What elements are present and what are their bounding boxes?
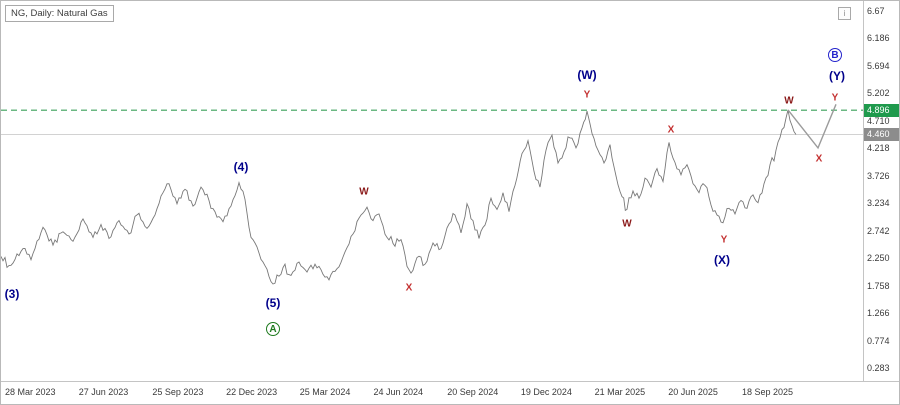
projection-line[interactable]	[787, 104, 837, 150]
price-line	[1, 109, 797, 285]
wave-label-y[interactable]: Y	[720, 234, 728, 246]
time-axis-tick: 28 Mar 2023	[5, 387, 56, 397]
wave-label-y[interactable]: (Y)	[829, 69, 845, 84]
time-axis-tick: 22 Dec 2023	[226, 387, 278, 397]
price-axis-tick: 2.742	[867, 225, 890, 236]
wave-label-y[interactable]: Y	[583, 89, 591, 101]
wave-label-x[interactable]: X	[815, 153, 823, 165]
time-axis-tick: 20 Jun 2025	[668, 387, 718, 397]
time-axis-tick: 25 Mar 2024	[299, 387, 351, 397]
time-axis-tick: 20 Sep 2024	[447, 387, 499, 397]
price-axis-tick: 3.234	[867, 198, 890, 209]
price-axis-tick: 1.758	[867, 280, 890, 291]
price-axis-tick: 2.250	[867, 253, 890, 264]
wave-label-w[interactable]: (W)	[577, 68, 597, 83]
price-axis-tick: 4.218	[867, 143, 890, 154]
wave-label-y[interactable]: Y	[831, 92, 839, 104]
chart-plot-area[interactable]: NG, Daily: Natural Gas i (3) (4) (5) A W X (W)…	[1, 1, 863, 381]
time-axis-tick: 25 Sep 2023	[152, 387, 204, 397]
wave-label-4[interactable]: (4)	[233, 159, 249, 174]
price-axis-tick: 4.710	[867, 115, 890, 126]
wave-label-a[interactable]: A	[266, 322, 280, 336]
wave-label-w[interactable]: W	[622, 218, 632, 230]
price-axis-tick: 6.186	[867, 33, 890, 44]
time-axis[interactable]: 28 Mar 2023 27 Jun 2023 25 Sep 2023 22 Dec …	[1, 381, 899, 404]
price-axis-tick: 5.202	[867, 88, 890, 99]
price-axis-tick: 5.694	[867, 60, 890, 71]
time-axis-tick: 21 Mar 2025	[594, 387, 646, 397]
wave-label-b[interactable]: B	[828, 48, 842, 63]
time-axis-tick: 27 Jun 2023	[78, 387, 129, 397]
wave-label-x[interactable]: X	[667, 124, 675, 136]
level-price-tag: 4.896	[864, 103, 899, 117]
price-axis-tick: 0.283	[867, 363, 890, 373]
current-price-tag: 4.460	[864, 128, 899, 141]
price-axis[interactable]: 6.67 6.186 5.694 5.202 4.710 4.218 3.726 3.234 2…	[863, 1, 899, 381]
price-axis-tick: 6.67	[867, 6, 885, 16]
price-axis-tick: 3.726	[867, 170, 890, 181]
price-axis-tick: 1.266	[867, 308, 890, 319]
wave-label-3[interactable]: (3)	[4, 287, 20, 302]
price-chart-canvas	[1, 104, 863, 285]
wave-label-x[interactable]: X	[405, 282, 413, 294]
wave-label-w[interactable]: W	[359, 186, 369, 197]
symbol-label: NG, Daily: Natural Gas	[5, 5, 114, 22]
wave-label-5[interactable]: (5)	[265, 296, 281, 311]
price-axis-tick: 0.774	[867, 335, 890, 346]
chart-info-icon[interactable]: i	[838, 7, 851, 20]
time-axis-tick: 18 Sep 2025	[742, 387, 794, 397]
time-axis-tick: 24 Jun 2024	[373, 387, 424, 397]
wave-label-w[interactable]: W	[784, 95, 794, 107]
wave-label-x[interactable]: (X)	[714, 252, 730, 267]
time-axis-tick: 19 Dec 2024	[520, 387, 572, 397]
